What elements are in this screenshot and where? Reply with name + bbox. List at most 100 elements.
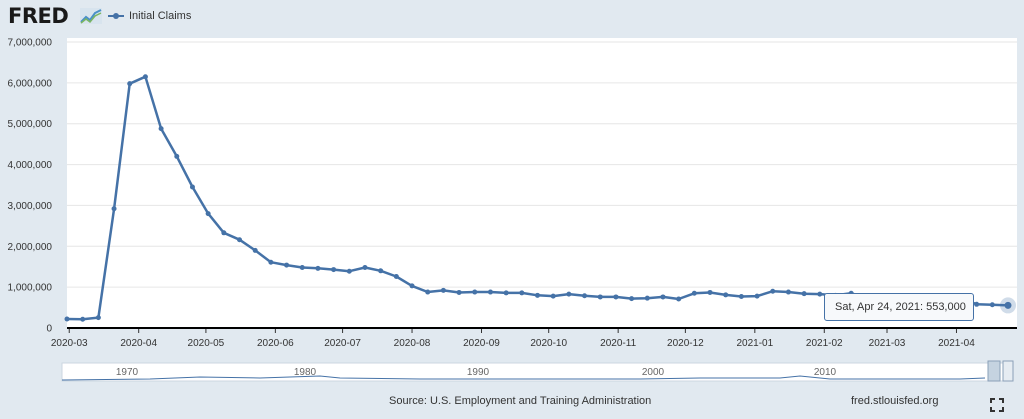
chart-area[interactable]: 0 1,000,000 2,000,000 3,000,000 4,000,000 5,0…: [0, 30, 1024, 385]
data-point[interactable]: [801, 291, 807, 297]
data-point[interactable]: [393, 274, 399, 280]
navigator-handle-right[interactable]: [1002, 360, 1014, 382]
data-point[interactable]: [974, 301, 980, 307]
source-note: Source: U.S. Employment and Training Adm…: [389, 395, 652, 407]
data-point[interactable]: [503, 290, 509, 296]
y-tick-label: 6,000,000: [8, 78, 53, 89]
data-point[interactable]: [95, 315, 101, 321]
data-point[interactable]: [472, 289, 478, 295]
data-point[interactable]: [158, 126, 164, 132]
data-point[interactable]: [268, 259, 274, 265]
navigator-handle-left[interactable]: [987, 360, 1001, 382]
x-tick-label: 2020-10: [530, 338, 567, 349]
data-point[interactable]: [691, 290, 697, 296]
navigator-year-label: 1970: [116, 367, 139, 378]
data-point[interactable]: [738, 294, 744, 300]
navigator-years: 1970 1980 1990 2000 2010: [116, 367, 837, 378]
data-point[interactable]: [425, 289, 431, 295]
data-point[interactable]: [284, 262, 290, 268]
tooltip-value: 553,000: [926, 301, 966, 313]
x-tick-label: 2020-07: [324, 338, 361, 349]
navigator-background: [61, 362, 1007, 382]
data-point[interactable]: [252, 247, 258, 253]
data-point[interactable]: [770, 288, 776, 294]
fullscreen-icon[interactable]: [990, 398, 1004, 412]
data-point[interactable]: [785, 289, 791, 295]
x-tick-label: 2020-11: [600, 338, 636, 349]
data-point[interactable]: [378, 268, 384, 274]
x-tick-label: 2020-06: [257, 338, 294, 349]
plot-background: [67, 38, 1017, 327]
navigator-series-line: [61, 375, 986, 381]
fred-logo[interactable]: FRED: [8, 4, 69, 28]
y-tick-label: 4,000,000: [8, 160, 53, 171]
data-point[interactable]: [362, 265, 368, 271]
x-tick-label: 2021-03: [869, 338, 906, 349]
data-point[interactable]: [487, 289, 493, 295]
y-tick-label: 1,000,000: [8, 283, 53, 294]
tooltip-date: Sat, Apr 24, 2021:: [835, 301, 924, 313]
x-tick-label: 2021-04: [938, 338, 975, 349]
y-tick-label: 5,000,000: [8, 119, 53, 130]
data-point[interactable]: [189, 184, 195, 190]
tooltip: Sat, Apr 24, 2021: 553,000: [824, 293, 974, 321]
data-point[interactable]: [331, 267, 337, 273]
data-point[interactable]: [582, 293, 588, 299]
x-tick-label: 2021-01: [736, 338, 773, 349]
data-point[interactable]: [644, 295, 650, 301]
data-point[interactable]: [723, 292, 729, 298]
fred-graph-logo-icon: [80, 8, 102, 24]
data-point[interactable]: [1004, 301, 1012, 309]
data-point[interactable]: [566, 291, 572, 297]
legend-label: Initial Claims: [129, 10, 192, 22]
x-tick-label: 2020-03: [51, 338, 88, 349]
x-axis: 2020-03 2020-04 2020-05 2020-06 2020-07 2020-…: [51, 328, 975, 349]
x-tick-label: 2020-05: [188, 338, 225, 349]
data-point[interactable]: [456, 289, 462, 295]
data-point[interactable]: [205, 211, 211, 217]
data-point[interactable]: [299, 265, 305, 271]
x-tick-label: 2020-08: [394, 338, 431, 349]
x-tick-label: 2020-12: [667, 338, 704, 349]
data-point[interactable]: [550, 293, 556, 299]
data-point[interactable]: [754, 293, 760, 299]
navigator[interactable]: 1970 1980 1990 2000 2010: [61, 360, 1014, 382]
data-point[interactable]: [142, 74, 148, 80]
data-point[interactable]: [535, 292, 540, 298]
data-point[interactable]: [346, 268, 352, 274]
data-point[interactable]: [111, 206, 117, 212]
y-tick-label: 0: [46, 324, 52, 335]
data-point[interactable]: [519, 290, 525, 296]
y-tick-label: 2,000,000: [8, 242, 53, 253]
x-tick-label: 2020-09: [463, 338, 500, 349]
chart-header: FRED Initial Claims: [0, 0, 1024, 34]
data-point[interactable]: [174, 153, 180, 159]
data-point[interactable]: [237, 237, 243, 243]
site-link[interactable]: fred.stlouisfed.org: [851, 395, 939, 407]
data-point[interactable]: [64, 316, 70, 322]
x-tick-label: 2021-02: [806, 338, 843, 349]
data-point[interactable]: [221, 230, 227, 236]
navigator-year-label: 1990: [467, 367, 490, 378]
data-point[interactable]: [127, 81, 133, 87]
y-axis: 0 1,000,000 2,000,000 3,000,000 4,000,000 5,0…: [8, 38, 53, 335]
data-point[interactable]: [80, 316, 86, 322]
legend[interactable]: Initial Claims: [108, 9, 191, 23]
data-point[interactable]: [660, 294, 666, 300]
y-tick-label: 7,000,000: [8, 38, 53, 49]
navigator-year-label: 2000: [642, 367, 665, 378]
data-point[interactable]: [440, 287, 446, 293]
legend-series-marker: [108, 13, 124, 19]
data-point[interactable]: [629, 296, 635, 302]
data-point[interactable]: [597, 294, 603, 300]
navigator-year-label: 1980: [294, 367, 317, 378]
y-tick-label: 3,000,000: [8, 201, 53, 212]
data-point[interactable]: [989, 302, 995, 308]
data-point[interactable]: [676, 296, 682, 302]
navigator-year-label: 2010: [814, 367, 837, 378]
data-point[interactable]: [315, 265, 321, 271]
data-point[interactable]: [707, 289, 713, 295]
data-point[interactable]: [613, 294, 619, 300]
data-point[interactable]: [409, 283, 415, 289]
data-point[interactable]: [817, 291, 823, 297]
